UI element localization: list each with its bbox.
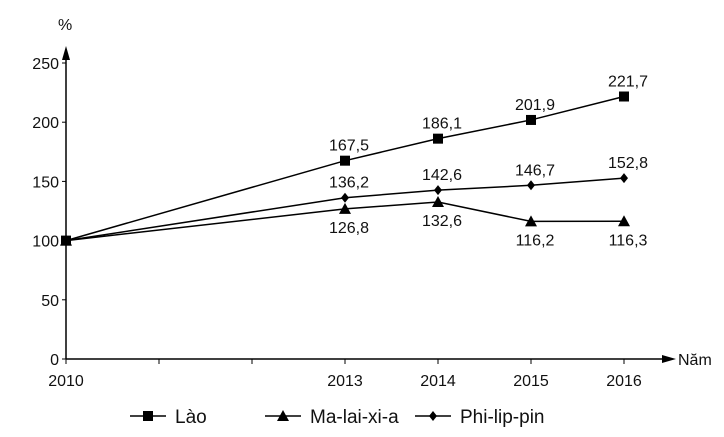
y-tick-label: 0 [50, 352, 59, 369]
x-tick-label: 2016 [606, 373, 642, 390]
legend: Lào Ma-lai-xi-a Phi-lip-pin [130, 407, 544, 428]
x-tick-label: 2010 [48, 373, 84, 390]
y-tick-label: 150 [32, 174, 59, 191]
legend-square-icon [143, 411, 153, 421]
x-tick-label: 2015 [513, 373, 549, 390]
legend-triangle-icon [277, 410, 289, 421]
triangle-marker-icon [432, 196, 444, 208]
data-label: 126,8 [329, 220, 369, 237]
axes: % Năm 0 50 100 150 200 250 2010 2013 2014 2015 2016 [32, 17, 711, 390]
legend-label: Lào [175, 407, 207, 428]
x-tick-label: 2014 [420, 373, 456, 390]
y-tick-label: 200 [32, 115, 59, 132]
legend-label: Ma-lai-xi-a [310, 407, 399, 428]
diamond-marker-icon [434, 185, 442, 196]
y-tick-label: 100 [32, 234, 59, 251]
triangle-marker-icon [618, 215, 630, 227]
data-label: 142,6 [422, 167, 462, 184]
x-axis-arrow-icon [662, 355, 676, 363]
y-axis-label: % [58, 17, 72, 34]
data-label: 221,7 [608, 74, 648, 91]
series-0: 167,5 186,1 201,9 221,7 [61, 74, 648, 246]
data-label: 201,9 [515, 97, 555, 114]
triangle-marker-icon [339, 202, 351, 214]
x-axis-label: Năm [678, 352, 712, 369]
legend-label: Phi-lip-pin [460, 407, 544, 428]
x-tick-label: 2013 [327, 373, 363, 390]
diamond-marker-icon [620, 173, 628, 184]
square-marker-icon [619, 91, 629, 102]
data-label: 132,6 [422, 213, 462, 230]
square-marker-icon [340, 155, 350, 166]
legend-diamond-icon [429, 411, 437, 421]
y-tick-label: 250 [32, 56, 59, 73]
square-marker-icon [433, 133, 443, 144]
series-2: 136,2 142,6 146,7 152,8 [62, 155, 648, 246]
series-1: 126,8 132,6 116,2 116,3 [60, 196, 648, 249]
data-label: 116,3 [609, 232, 648, 249]
data-label: 116,2 [516, 232, 555, 249]
series-group: 167,5 186,1 201,9 221,7 126,8 132,6 116,2 116,3… [60, 74, 648, 249]
data-label: 146,7 [515, 162, 555, 179]
diamond-marker-icon [62, 235, 70, 246]
diamond-marker-icon [527, 180, 535, 191]
y-axis-arrow-icon [62, 46, 70, 60]
data-label: 186,1 [422, 116, 462, 133]
y-tick-label: 50 [41, 293, 59, 310]
data-label: 167,5 [329, 138, 369, 155]
diamond-marker-icon [341, 192, 349, 203]
data-label: 136,2 [329, 175, 369, 192]
data-label: 152,8 [608, 155, 648, 172]
triangle-marker-icon [525, 215, 537, 227]
square-marker-icon [526, 114, 536, 125]
